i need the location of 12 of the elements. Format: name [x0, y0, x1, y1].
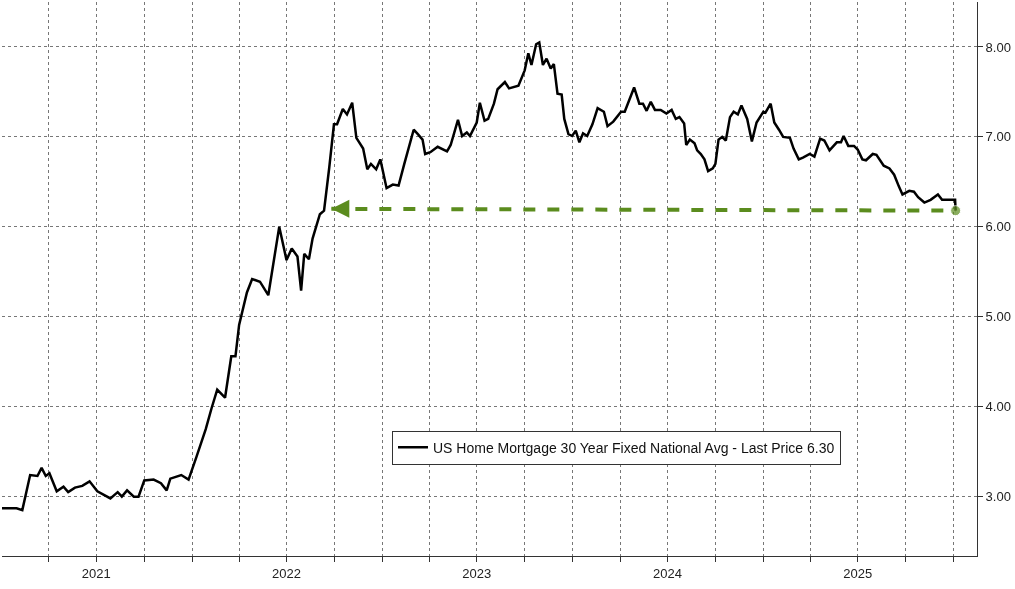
- y-tick-label: 7.00: [985, 129, 1011, 145]
- y-tick-label: 4.00: [985, 399, 1011, 415]
- x-tick-label: 2022: [272, 565, 301, 581]
- legend-label: US Home Mortgage 30 Year Fixed National Avg - Last Price 6.30: [433, 439, 835, 456]
- y-tick-label: 6.00: [985, 219, 1011, 235]
- x-tick-label: 2021: [81, 565, 111, 581]
- y-tick-label: 8.00: [985, 39, 1011, 55]
- x-tick-label: 2023: [462, 565, 492, 581]
- y-tick-label: 5.00: [985, 309, 1011, 325]
- y-tick-label: 3.00: [985, 489, 1011, 505]
- x-tick-label: 2024: [653, 565, 682, 581]
- x-tick-label: 2025: [843, 565, 873, 581]
